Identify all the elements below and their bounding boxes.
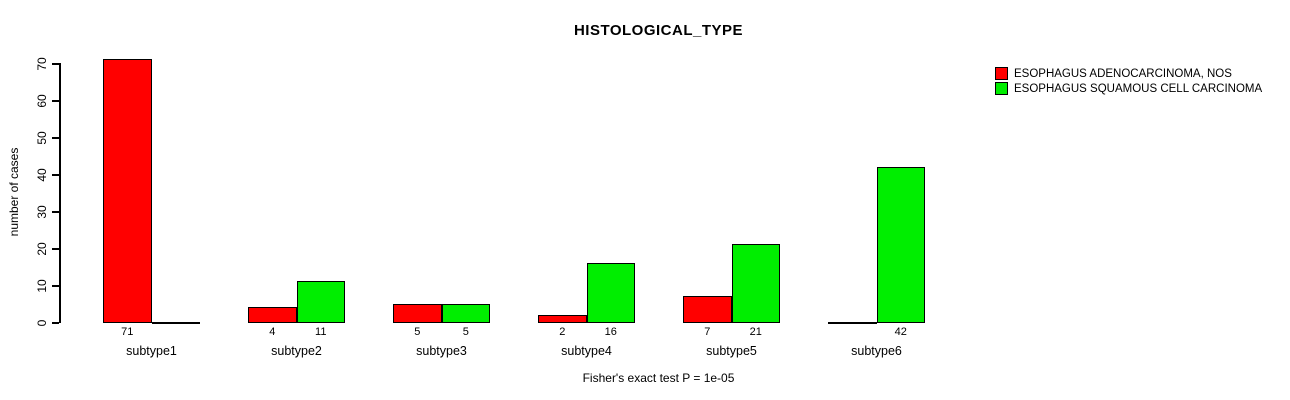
bar-value-label: 16	[604, 326, 617, 338]
x-axis-category-label: subtype2	[271, 344, 322, 358]
bar-subtype2-series1	[248, 307, 297, 323]
legend-item: ESOPHAGUS SQUAMOUS CELL CARCINOMA	[995, 82, 1262, 95]
y-axis-tick-label-text: 10	[35, 278, 49, 293]
bar-value-label: 71	[121, 326, 134, 338]
y-axis-tick-label-text: 40	[35, 167, 49, 182]
legend-item: ESOPHAGUS ADENOCARCINOMA, NOS	[995, 67, 1262, 80]
x-axis-category-label: subtype3	[416, 344, 467, 358]
y-axis-tick	[52, 322, 59, 324]
bar-value-label: 5	[462, 326, 469, 338]
y-axis-line	[59, 63, 61, 323]
bar-subtype1-series2-zero	[151, 322, 200, 324]
y-axis-tick	[52, 100, 59, 102]
legend-swatch-icon	[995, 82, 1008, 95]
bar-subtype5-series1	[683, 296, 732, 323]
x-axis-category-label: subtype4	[561, 344, 612, 358]
y-axis-tick-label-text: 50	[35, 130, 49, 145]
chart-title: HISTOLOGICAL_TYPE	[573, 22, 744, 39]
bar-subtype4-series2	[586, 262, 635, 323]
bar-value-label: 2	[559, 326, 566, 338]
legend-label: ESOPHAGUS ADENOCARCINOMA, NOS	[1014, 67, 1232, 80]
y-axis-tick	[52, 63, 59, 65]
bar-value-label: 42	[894, 326, 907, 338]
y-axis-tick	[52, 174, 59, 176]
footnote-pvalue: Fisher's exact test P = 1e-05	[582, 371, 735, 385]
y-axis-tick-label-text: 0	[35, 319, 49, 326]
x-axis-category-label: subtype6	[851, 344, 902, 358]
bar-value-label: 5	[414, 326, 421, 338]
bar-value-label: 4	[269, 326, 276, 338]
x-axis-category-label: subtype5	[706, 344, 757, 358]
bar-subtype2-series2	[296, 281, 345, 323]
bar-value-label: 7	[704, 326, 711, 338]
bar-value-label: 21	[749, 326, 762, 338]
y-axis-tick	[52, 248, 59, 250]
legend: ESOPHAGUS ADENOCARCINOMA, NOS ESOPHAGUS S…	[995, 67, 1262, 97]
y-axis-tick	[52, 285, 59, 287]
y-axis-tick-label-text: 30	[35, 204, 49, 219]
y-axis-tick-label-text: 60	[35, 93, 49, 108]
y-axis-tick	[52, 211, 59, 213]
y-axis-tick	[52, 137, 59, 139]
y-axis-tick-label-text: 70	[35, 56, 49, 71]
bar-value-label: 11	[315, 326, 327, 338]
bar-subtype6-series2	[876, 166, 925, 323]
x-axis-category-label: subtype1	[126, 344, 177, 358]
y-axis-tick-label-text: 20	[35, 241, 49, 256]
bar-subtype3-series1	[393, 303, 442, 323]
bar-subtype4-series1	[538, 314, 587, 323]
bar-subtype3-series2	[441, 303, 490, 323]
bar-subtype6-series1-zero	[828, 322, 877, 324]
y-axis-title-text: number of cases	[7, 147, 21, 237]
legend-swatch-icon	[995, 67, 1008, 80]
legend-label: ESOPHAGUS SQUAMOUS CELL CARCINOMA	[1014, 82, 1263, 95]
bar-subtype1-series1	[103, 59, 152, 323]
bar-subtype5-series2	[731, 244, 780, 323]
